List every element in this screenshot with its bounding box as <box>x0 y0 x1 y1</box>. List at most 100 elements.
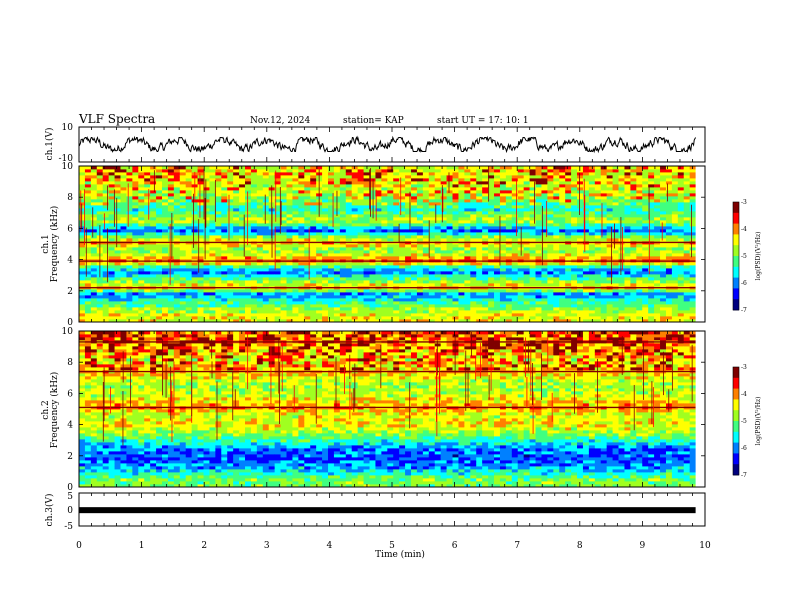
spectrogram-cell <box>150 253 157 257</box>
spectrogram-cell <box>191 199 198 203</box>
spectrogram-cell <box>345 229 353 233</box>
spectrogram-cell <box>405 298 412 302</box>
spectrogram-cell <box>221 220 228 224</box>
spectrogram-cell <box>96 295 104 299</box>
spectrogram-cell <box>120 283 127 287</box>
spectrogram-cell <box>84 193 92 197</box>
spectrogram-cell <box>351 280 359 284</box>
spectrogram-cell <box>245 295 252 299</box>
spectrogram-cell <box>262 292 270 296</box>
spectrogram-cell <box>280 301 287 305</box>
spectrogram-cell <box>203 268 210 272</box>
spectrogram-cell <box>120 274 127 278</box>
spectrogram-cell <box>221 208 228 212</box>
spectrogram-cell <box>588 172 596 176</box>
spectrogram-cell <box>209 214 216 218</box>
spectrogram-cell <box>339 184 347 188</box>
spectrogram-cell <box>114 319 121 323</box>
spectrogram-cell <box>138 175 145 179</box>
spectrogram-cell <box>594 268 602 272</box>
spectrogram-cell <box>547 271 554 275</box>
spectrogram-cell <box>612 265 619 269</box>
spectrogram-cell <box>351 184 359 188</box>
spectrogram-cell <box>90 190 98 194</box>
spectrogram-cell <box>405 265 412 269</box>
spectrogram-cell <box>571 268 578 272</box>
spectrogram-cell <box>630 265 637 269</box>
spectrogram-cell <box>96 301 104 305</box>
spectrogram-cell <box>215 175 222 179</box>
spectrogram-cell <box>114 208 121 212</box>
spectrogram-cell <box>375 268 382 272</box>
spectrogram-cell <box>363 271 370 275</box>
spectrogram-cell <box>494 298 501 302</box>
spectrogram-cell <box>150 277 157 281</box>
spectrogram-cell <box>553 301 560 305</box>
spectrogram-cell <box>452 184 459 188</box>
spectrogram-cell <box>577 271 584 275</box>
spectrogram-cell <box>333 229 341 233</box>
spectrogram-cell <box>316 265 323 269</box>
spectrogram-cell <box>612 253 619 257</box>
spectrogram-cell <box>292 190 299 194</box>
spectrogram-cell <box>440 217 447 221</box>
spectrogram-cell <box>553 190 560 194</box>
spectrogram-cell <box>90 205 98 209</box>
spectrogram-cell <box>167 205 175 209</box>
spectrogram-cell <box>114 295 121 299</box>
spectrogram-cell <box>197 292 204 296</box>
spectrogram-cell <box>488 235 495 239</box>
spectrogram-cell <box>446 274 453 278</box>
spectrogram-cell <box>197 313 204 317</box>
spectrogram-cell <box>588 310 596 314</box>
spectrogram-cell <box>499 217 507 221</box>
spectrogram-cell <box>310 184 317 188</box>
spectrogram-cell <box>339 217 347 221</box>
spectrogram-cell <box>221 268 228 272</box>
spectrogram-cell <box>600 277 608 281</box>
spectrogram-cell <box>523 226 530 230</box>
spectrogram-cell <box>322 304 329 308</box>
spectrogram-cell <box>547 277 554 281</box>
spectrogram-cell <box>577 208 584 212</box>
spectrogram-cell <box>162 265 169 269</box>
spectrogram-cell <box>126 190 133 194</box>
spectrogram-cell <box>310 316 317 320</box>
spectrogram-cell <box>150 256 157 260</box>
spectrogram-cell <box>102 319 110 323</box>
spectrogram-cell <box>262 310 270 314</box>
spectrogram-cell <box>446 205 453 209</box>
spectrogram-cell <box>422 280 430 284</box>
spectrogram-cell <box>102 256 110 260</box>
spectrogram-cell <box>167 211 175 215</box>
spectrogram-cell <box>470 214 477 218</box>
spectrogram-cell <box>440 313 447 317</box>
spectrogram-cell <box>333 175 341 179</box>
spectrogram-cell <box>108 232 115 236</box>
spectrogram-cell <box>594 235 602 239</box>
spectrogram-cell <box>553 205 560 209</box>
spectrogram-cell <box>239 304 246 308</box>
spectrogram-cell <box>630 301 637 305</box>
spectrogram-cell <box>262 220 270 224</box>
spectrogram-cell <box>351 292 359 296</box>
spectrogram-cell <box>298 166 305 170</box>
spectrogram-cell <box>523 253 530 257</box>
spectrogram-cell <box>262 277 270 281</box>
spectrogram-cell <box>571 217 578 221</box>
spectrogram-cell <box>505 271 513 275</box>
spectrogram-cell <box>256 220 264 224</box>
spectrogram-cell <box>565 316 572 320</box>
spectrogram-cell <box>381 313 388 317</box>
spectrogram-cell <box>345 253 353 257</box>
spectrogram-cell <box>357 175 364 179</box>
spectrogram-cell <box>369 295 376 299</box>
spectrogram-cell <box>227 232 234 236</box>
spectrogram-cell <box>458 253 465 257</box>
spectrogram-cell <box>245 223 252 227</box>
spectrogram-cell <box>535 292 542 296</box>
spectrogram-cell <box>339 277 347 281</box>
spectrogram-cell <box>405 166 412 170</box>
spectrogram-cell <box>209 205 216 209</box>
spectrogram-cell <box>328 283 335 287</box>
